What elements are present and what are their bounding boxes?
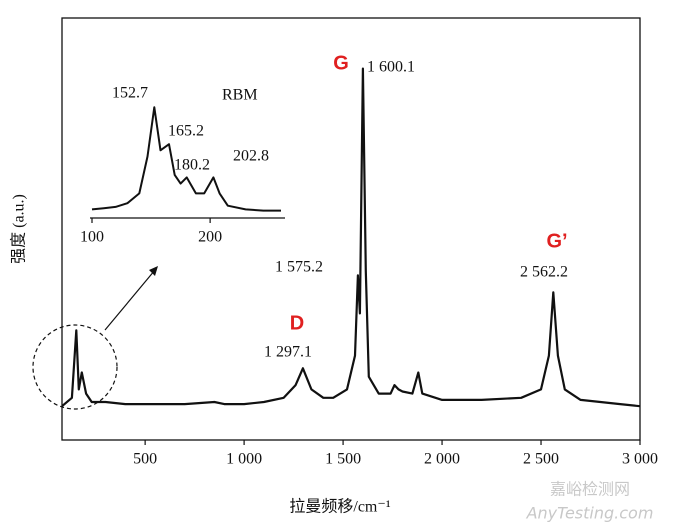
peak-label: 202.8: [233, 148, 269, 165]
peak-label: G’: [546, 230, 567, 252]
x-tick-label: 1 500: [325, 451, 361, 468]
peak-label: 165.2: [168, 123, 204, 140]
peak-label: 152.7: [112, 85, 148, 102]
highlight-circle: [32, 324, 118, 410]
x-tick-label: 2 000: [424, 451, 460, 468]
peak-label: 1 575.2: [275, 259, 323, 276]
y-axis-label: 强度 (a.u.): [10, 194, 28, 264]
x-tick-label: 100: [80, 229, 104, 246]
peak-label: RBM: [222, 87, 258, 104]
peak-label: D: [290, 312, 304, 334]
plot-frame: [61, 17, 641, 441]
peak-label: 180.2: [174, 157, 210, 174]
peak-label: 1 297.1: [264, 344, 312, 361]
peak-label: 2 562.2: [520, 264, 568, 281]
peak-label: G: [333, 52, 349, 74]
x-axis-label: 拉曼频移/cm⁻¹: [289, 498, 390, 516]
x-tick-label: 1 000: [226, 451, 262, 468]
pointer-arrow: [104, 269, 156, 331]
x-tick-label: 200: [198, 229, 222, 246]
peak-label: 1 600.1: [367, 59, 415, 76]
spectrum-line: [61, 67, 641, 408]
x-tick-label: 500: [133, 451, 157, 468]
watermark-url: AnyTesting.com: [526, 504, 654, 523]
x-tick-label: 3 000: [622, 451, 658, 468]
arrow-head: [149, 266, 158, 276]
x-tick-label: 2 500: [523, 451, 559, 468]
watermark-title: 嘉峪检测网: [550, 480, 630, 499]
spectrum-line: [91, 106, 281, 212]
